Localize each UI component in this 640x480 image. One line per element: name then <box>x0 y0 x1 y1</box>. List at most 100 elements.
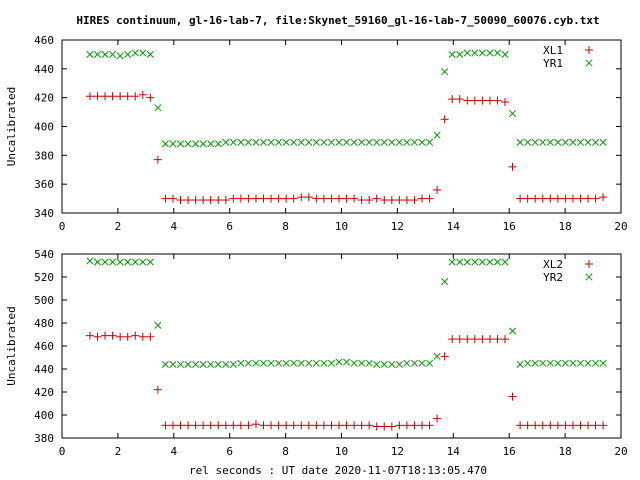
data-point-stroke-b <box>146 258 154 266</box>
data-point-stroke-b <box>516 138 524 146</box>
data-point <box>342 358 351 366</box>
data-point <box>546 194 555 203</box>
data-point-stroke-b <box>576 359 585 367</box>
data-point-stroke-b <box>207 360 215 368</box>
data-point <box>169 360 177 368</box>
data-point-stroke-b <box>380 138 388 146</box>
data-point-stroke-b <box>365 138 373 146</box>
data-point <box>131 92 140 101</box>
data-point <box>93 92 102 101</box>
y-tick-label: 440 <box>34 363 54 376</box>
data-point <box>206 421 215 430</box>
x-tick-label: 8 <box>282 220 289 233</box>
data-point <box>592 359 600 367</box>
data-point-stroke-b <box>599 138 607 146</box>
y-tick-label: 400 <box>34 121 54 134</box>
data-point <box>146 258 154 266</box>
data-point <box>199 140 207 148</box>
x-tick-label: 10 <box>335 445 348 458</box>
data-point <box>380 138 388 146</box>
data-point <box>417 194 426 203</box>
x-tick-label: 14 <box>447 220 461 233</box>
data-point <box>546 138 554 146</box>
data-point <box>358 138 366 146</box>
data-point <box>244 421 253 430</box>
data-point-stroke-b <box>244 359 252 367</box>
data-point <box>576 359 585 367</box>
data-point <box>244 138 252 146</box>
data-point <box>417 421 426 430</box>
data-point-stroke-b <box>486 258 494 266</box>
y-tick-label: 340 <box>34 207 54 220</box>
data-point-stroke-b <box>516 360 524 368</box>
x-tick-label: 12 <box>391 445 404 458</box>
data-point <box>109 258 117 266</box>
data-point <box>599 421 608 430</box>
data-point <box>282 421 291 430</box>
legend-marker-stroke-b <box>585 273 593 281</box>
data-point <box>214 196 223 205</box>
data-point <box>524 359 532 367</box>
data-point <box>471 258 479 266</box>
data-point <box>433 185 442 194</box>
data-point <box>373 360 381 368</box>
data-point-stroke-b <box>259 138 268 146</box>
data-point <box>372 194 381 203</box>
data-point <box>139 258 147 266</box>
x-tick-label: 2 <box>115 445 122 458</box>
data-point <box>259 194 268 203</box>
data-point <box>569 359 577 367</box>
data-point <box>131 49 139 57</box>
data-point <box>275 138 283 146</box>
data-point-stroke-b <box>275 359 283 367</box>
data-point <box>237 138 245 146</box>
y-axis-label: Uncalibrated <box>5 87 18 166</box>
data-point <box>584 359 592 367</box>
data-point <box>456 258 464 266</box>
chart-title: HIRES continuum, gl-16-lab-7, file:Skyne… <box>76 14 599 27</box>
data-point-stroke-b <box>403 138 411 146</box>
data-point <box>554 359 562 367</box>
data-point <box>101 50 109 58</box>
data-point <box>85 331 94 340</box>
data-point <box>327 421 336 430</box>
data-point-stroke-b <box>592 138 600 146</box>
plot-frame <box>61 253 622 439</box>
data-point-stroke-b <box>358 138 366 146</box>
data-point-stroke-b <box>546 138 554 146</box>
data-point-stroke-b <box>569 359 577 367</box>
x-tick-label: 14 <box>447 445 461 458</box>
data-point <box>402 196 411 205</box>
x-tick-label: 6 <box>226 445 233 458</box>
data-point <box>327 359 335 367</box>
data-point <box>335 138 343 146</box>
data-point <box>176 421 185 430</box>
data-point-stroke-b <box>176 140 185 148</box>
data-point <box>448 50 456 58</box>
data-point <box>486 258 494 266</box>
data-point <box>168 194 177 203</box>
data-point <box>116 92 125 101</box>
data-point <box>131 331 140 340</box>
data-point-stroke-b <box>463 258 471 266</box>
data-point <box>267 359 275 367</box>
x-tick-label: 8 <box>282 445 289 458</box>
data-point <box>101 331 110 340</box>
data-point-stroke-b <box>252 359 260 367</box>
data-point <box>154 104 162 112</box>
data-point-stroke-b <box>448 258 456 266</box>
data-point-stroke-b <box>237 138 245 146</box>
data-point <box>395 196 404 205</box>
data-point <box>207 140 215 148</box>
data-point <box>554 138 562 146</box>
data-point-stroke-b <box>297 359 305 367</box>
data-point <box>395 360 403 368</box>
data-point-stroke-b <box>192 360 200 368</box>
data-point-stroke-b <box>509 109 517 118</box>
x-tick-label: 10 <box>335 220 348 233</box>
data-point <box>244 194 253 203</box>
data-point-stroke-b <box>342 138 351 146</box>
data-point <box>319 421 328 430</box>
data-point <box>448 95 457 104</box>
data-point <box>93 50 102 58</box>
